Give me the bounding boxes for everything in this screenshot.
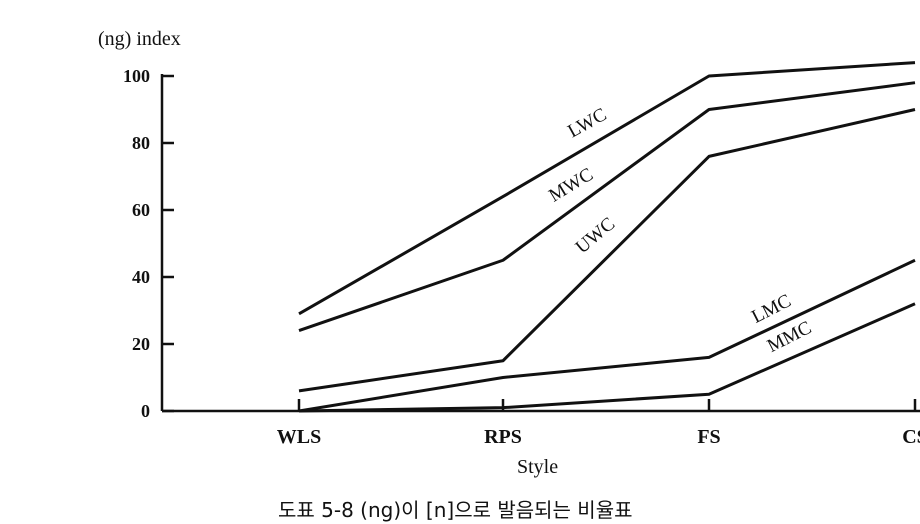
y-tick-label: 0 <box>141 401 150 421</box>
series-line-uwc <box>298 108 916 393</box>
y-tick-label: 80 <box>132 133 150 153</box>
series-label-lmc: LMC <box>748 290 794 327</box>
x-tick-label-rps: RPS <box>484 426 522 448</box>
x-axis-label: Style <box>517 456 559 478</box>
x-tick-label-wls: WLS <box>277 426 321 448</box>
y-tick-label: 100 <box>123 66 150 86</box>
y-tick-label: 60 <box>132 200 150 220</box>
x-tick-label-cs: CS <box>902 426 920 448</box>
series-line-mwc <box>298 81 916 333</box>
y-tick-label: 40 <box>132 267 150 287</box>
series-label-mwc: MWC <box>545 164 597 206</box>
y-tick-label: 20 <box>132 334 150 354</box>
series-line-lmc <box>298 258 916 413</box>
y-axis-label: (ng) index <box>98 28 181 50</box>
series-line-mmc <box>298 302 916 413</box>
series-line-lwc <box>298 61 916 316</box>
x-tick-label-fs: FS <box>697 426 720 448</box>
figure-caption: 도표 5-8 (ng)이 [n]으로 발음되는 비율표 <box>278 498 633 522</box>
